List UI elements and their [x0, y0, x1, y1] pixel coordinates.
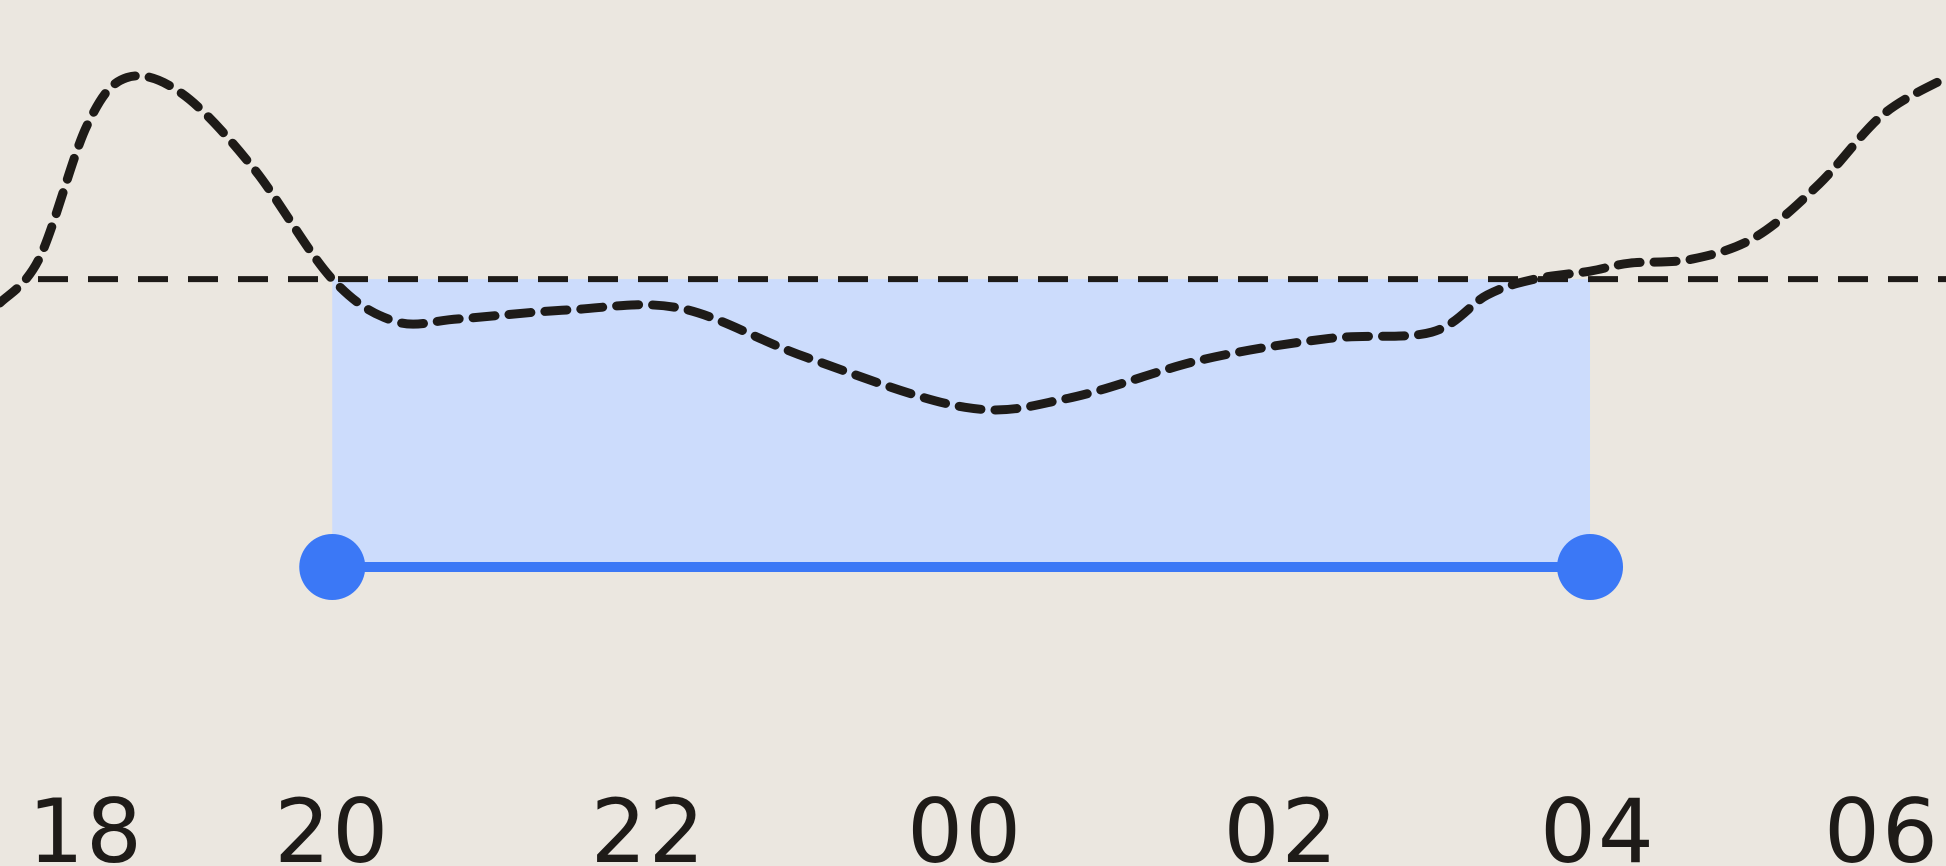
range-end-handle [1557, 534, 1624, 600]
x-tick-label: 18 [28, 780, 144, 866]
x-tick-label: 00 [907, 780, 1023, 866]
x-tick-label: 06 [1824, 780, 1940, 866]
series-line-0 [0, 71, 1946, 415]
x-tick-label: 20 [274, 780, 390, 866]
range-start-handle [299, 534, 366, 600]
x-tick-label: 04 [1540, 780, 1656, 866]
x-tick-label: 02 [1224, 780, 1340, 866]
highlight-area [332, 279, 1591, 567]
x-tick-label: 22 [591, 780, 707, 866]
